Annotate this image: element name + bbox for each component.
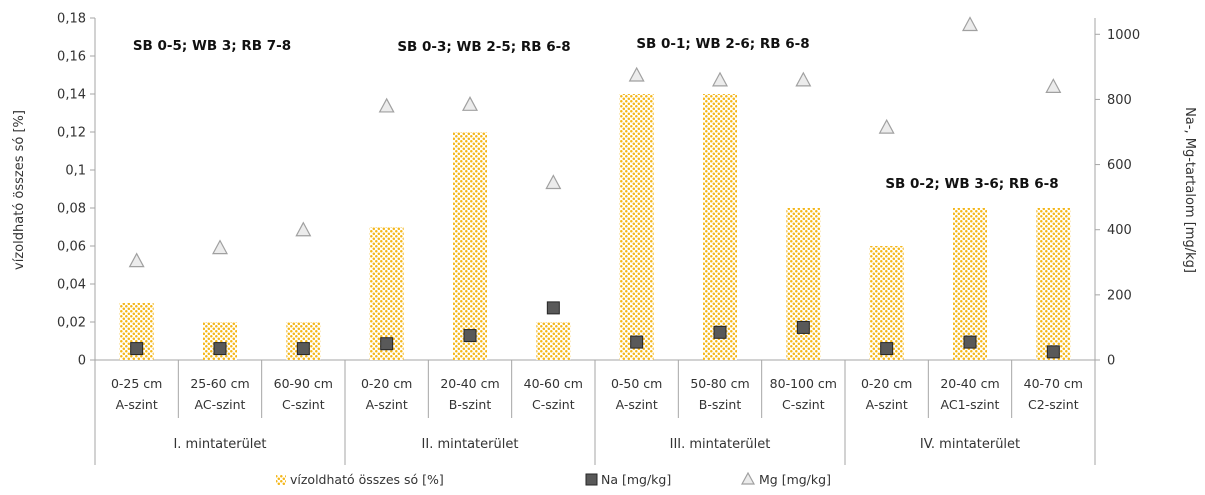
marker-mg xyxy=(878,118,895,134)
category-label-horizon: A-szint xyxy=(866,397,908,412)
category-label-depth: 0-25 cm xyxy=(111,376,162,391)
y2-tick-label: 600 xyxy=(1107,158,1132,173)
marker-na xyxy=(963,335,977,349)
legend-swatch-salt xyxy=(276,475,286,485)
bar-salt xyxy=(703,94,737,360)
marker-mg xyxy=(211,239,229,255)
marker-na xyxy=(463,329,477,343)
y-tick-label: 0,1 xyxy=(65,164,86,179)
category-label-depth: 80-100 cm xyxy=(770,376,837,391)
y2-tick-label: 800 xyxy=(1107,93,1132,108)
group-label: II. mintaterület xyxy=(422,437,519,452)
bar-salt xyxy=(786,208,821,360)
category-label-depth: 20-40 cm xyxy=(940,376,999,391)
category-label-horizon: C-szint xyxy=(782,397,825,412)
category-label-depth: 0-50 cm xyxy=(611,376,662,391)
marker-na xyxy=(713,325,727,339)
legend-swatch-mg xyxy=(740,471,756,485)
y2-axis-title: Na-, Mg-tartalom [mg/kg] xyxy=(1182,107,1197,273)
marker-mg xyxy=(711,71,729,87)
category-label-depth: 50-80 cm xyxy=(690,376,749,391)
marker-mg xyxy=(628,66,645,82)
marker-mg xyxy=(295,221,312,237)
category-label-horizon: AC1-szint xyxy=(941,397,1000,412)
category-label-depth: 20-40 cm xyxy=(440,376,499,391)
category-label-horizon: AC-szint xyxy=(195,397,246,412)
y2-tick-label: 200 xyxy=(1107,288,1132,303)
y2-tick-label: 1000 xyxy=(1107,28,1140,43)
category-label-horizon: C-szint xyxy=(532,397,575,412)
category-label-depth: 0-20 cm xyxy=(861,376,912,391)
group-label: III. mintaterület xyxy=(670,437,771,452)
bar-salt xyxy=(869,246,904,360)
y-tick-label: 0,18 xyxy=(57,12,86,27)
y-tick-label: 0,08 xyxy=(57,202,86,217)
category-label-depth: 60-90 cm xyxy=(274,376,333,391)
category-label-horizon: A-szint xyxy=(366,397,408,412)
marker-mg xyxy=(461,96,479,111)
marker-mg xyxy=(795,71,812,87)
legend-label-salt: vízoldható összes só [%] xyxy=(290,472,444,487)
y-tick-label: 0 xyxy=(78,354,86,369)
marker-na xyxy=(296,342,310,356)
category-label-horizon: A-szint xyxy=(116,397,158,412)
annotation-label: SB 0-3; WB 2-5; RB 6-8 xyxy=(397,39,570,55)
y-tick-label: 0,02 xyxy=(57,316,86,331)
marker-na xyxy=(546,301,560,315)
group-label: IV. mintaterület xyxy=(920,437,1020,452)
bar-salt xyxy=(953,208,987,360)
bar-salt xyxy=(1036,208,1071,360)
category-label-horizon: C2-szint xyxy=(1028,397,1079,412)
category-label-horizon: A-szint xyxy=(616,397,658,412)
legend-label-na: Na [mg/kg] xyxy=(601,472,671,487)
category-label-depth: 40-70 cm xyxy=(1024,376,1083,391)
marker-na xyxy=(880,342,894,356)
y2-tick-label: 0 xyxy=(1107,354,1115,369)
bar-salt xyxy=(619,94,654,360)
category-label-depth: 0-20 cm xyxy=(361,376,412,391)
category-label-depth: 25-60 cm xyxy=(190,376,249,391)
y-tick-label: 0,14 xyxy=(57,88,86,103)
bar-salt xyxy=(453,132,487,360)
category-label-horizon: B-szint xyxy=(449,397,492,412)
bar-salt xyxy=(536,322,571,360)
marker-mg xyxy=(961,16,979,32)
marker-na xyxy=(1046,345,1060,359)
marker-na xyxy=(796,320,810,334)
marker-na xyxy=(213,342,227,356)
y-axis-title: vízoldható összes só [%] xyxy=(12,110,27,270)
y-tick-label: 0,16 xyxy=(57,50,86,65)
y-tick-label: 0,04 xyxy=(57,278,86,293)
marker-mg xyxy=(378,97,395,113)
group-label: I. mintaterület xyxy=(173,437,266,452)
annotation-label: SB 0-2; WB 3-6; RB 6-8 xyxy=(885,176,1058,192)
y-tick-label: 0,12 xyxy=(57,126,86,141)
legend-label-mg: Mg [mg/kg] xyxy=(759,472,831,487)
y-tick-label: 0,06 xyxy=(57,240,86,255)
annotation-label: SB 0-5; WB 3; RB 7-8 xyxy=(133,38,291,54)
category-label-depth: 40-60 cm xyxy=(524,376,583,391)
annotation-label: SB 0-1; WB 2-6; RB 6-8 xyxy=(636,36,809,52)
marker-mg xyxy=(545,174,562,190)
marker-mg xyxy=(1045,78,1062,94)
marker-mg xyxy=(128,252,145,268)
marker-na xyxy=(630,335,644,349)
legend-swatch-na xyxy=(585,473,598,486)
category-label-horizon: C-szint xyxy=(282,397,325,412)
marker-na xyxy=(380,337,394,351)
category-label-horizon: B-szint xyxy=(699,397,742,412)
y2-tick-label: 400 xyxy=(1107,223,1132,238)
marker-na xyxy=(130,342,144,356)
